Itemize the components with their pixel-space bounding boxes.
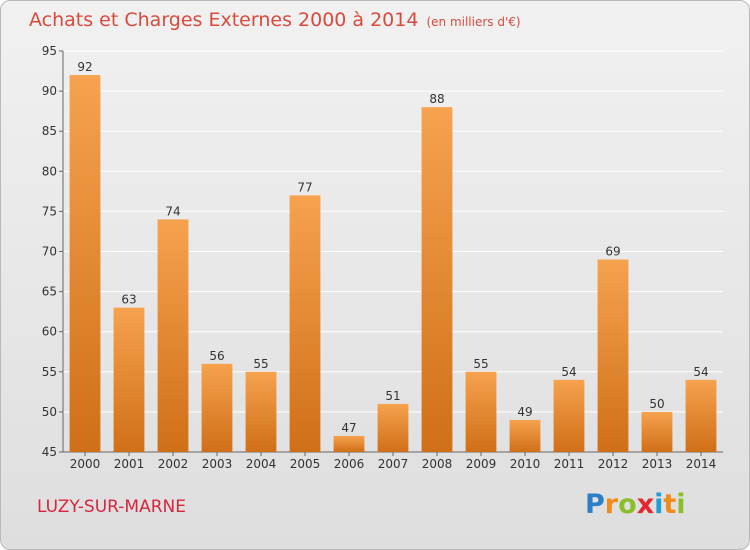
x-tick-label: 2005 — [290, 457, 321, 471]
x-tick-label: 2001 — [114, 457, 145, 471]
bar — [685, 379, 717, 452]
bar-value-label: 55 — [253, 357, 268, 371]
bar — [377, 403, 409, 452]
bar-value-label: 49 — [517, 405, 532, 419]
y-tick-label: 45 — [42, 445, 57, 459]
chart-title: Achats et Charges Externes 2000 à 2014 (e… — [29, 9, 521, 31]
bar — [333, 435, 365, 452]
bar-value-label: 47 — [341, 421, 356, 435]
x-tick-label: 2013 — [642, 457, 673, 471]
bar-value-label: 50 — [649, 397, 664, 411]
logo-letter: i — [676, 489, 686, 520]
bar-value-label: 55 — [473, 357, 488, 371]
y-tick-label: 90 — [42, 84, 57, 98]
bar-value-label: 51 — [385, 389, 400, 403]
x-tick-label: 2006 — [334, 457, 365, 471]
bar — [113, 307, 145, 452]
proxiti-logo: Proxiti — [585, 489, 686, 520]
tick-labels: 45 50 55 60 65 70 75 80 85 90 95 2000 2001 2002 2003 20… — [42, 44, 717, 471]
x-tick-label: 2007 — [378, 457, 409, 471]
bar-value-label: 74 — [165, 204, 180, 218]
bar-value-label: 54 — [561, 365, 576, 379]
x-tick-label: 2014 — [686, 457, 717, 471]
bar — [465, 371, 497, 452]
logo-letter: P — [585, 489, 605, 520]
x-tick-label: 2010 — [510, 457, 541, 471]
x-tick-label: 2002 — [158, 457, 189, 471]
value-labels: 92 63 74 56 55 77 47 51 88 55 49 54 69 50 54 — [77, 60, 708, 435]
bar-value-label: 63 — [121, 293, 136, 307]
bar — [641, 411, 673, 452]
y-tick-label: 60 — [42, 325, 57, 339]
x-tick-label: 2008 — [422, 457, 453, 471]
x-tick-label: 2000 — [70, 457, 101, 471]
logo-letter: t — [663, 489, 677, 520]
bar-value-label: 54 — [693, 365, 708, 379]
y-tick-label: 95 — [42, 44, 57, 58]
x-tick-label: 2003 — [202, 457, 233, 471]
y-tick-label: 85 — [42, 124, 57, 138]
bar-value-label: 77 — [297, 180, 312, 194]
logo-letter: r — [604, 489, 619, 520]
bar — [289, 195, 321, 453]
logo-letter: o — [618, 489, 637, 520]
chart-title-text: Achats et Charges Externes 2000 à 2014 — [29, 9, 419, 31]
bar-value-label: 88 — [429, 92, 444, 106]
y-tick-label: 75 — [42, 204, 57, 218]
bar-value-label: 92 — [77, 60, 92, 74]
x-tick-label: 2012 — [598, 457, 629, 471]
bar — [421, 107, 453, 452]
y-tick-label: 80 — [42, 164, 57, 178]
x-tick-label: 2004 — [246, 457, 277, 471]
y-tick-label: 70 — [42, 245, 57, 259]
x-tick-label: 2011 — [554, 457, 585, 471]
bar — [597, 259, 629, 452]
bar-value-label: 56 — [209, 349, 224, 363]
y-tick-label: 55 — [42, 365, 57, 379]
commune-name: LUZY-SUR-MARNE — [37, 497, 186, 517]
bar — [201, 363, 233, 452]
bar — [245, 371, 277, 452]
y-tick-label: 65 — [42, 285, 57, 299]
bar-value-label: 69 — [605, 245, 620, 259]
bar — [69, 75, 101, 452]
bar — [553, 379, 585, 452]
logo-letter: x — [636, 489, 655, 520]
x-tick-label: 2009 — [466, 457, 497, 471]
logo-letter: i — [654, 489, 664, 520]
bar — [509, 419, 541, 452]
chart-unit: (en milliers d'€) — [426, 15, 521, 29]
bar — [157, 219, 189, 452]
y-tick-label: 50 — [42, 405, 57, 419]
bars — [69, 75, 717, 453]
